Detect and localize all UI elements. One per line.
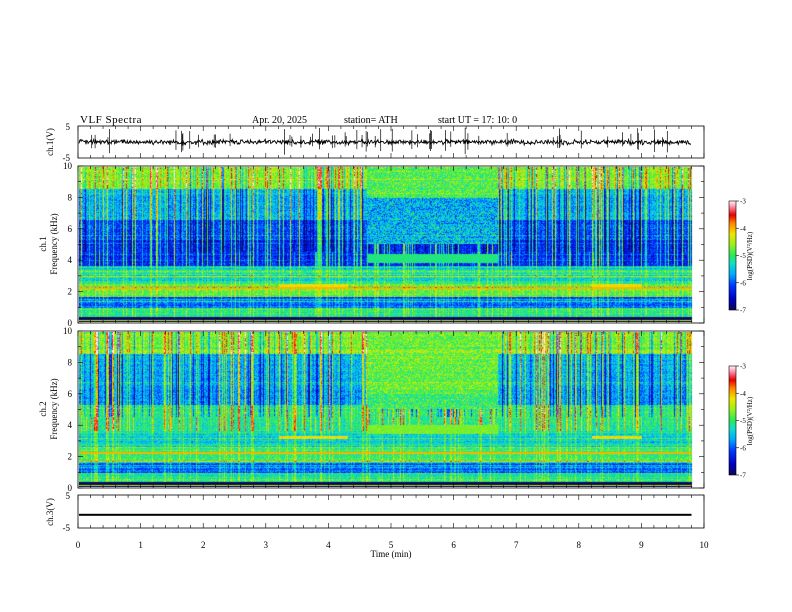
time-axis-label: Time (min) (371, 549, 412, 559)
ch3-waveform-ylabel: ch.3(V) (45, 498, 55, 526)
ch2-colorbar-ticks: -3 -4 -5 -6 -7 (736, 363, 746, 480)
time-tick-label: 4 (326, 540, 331, 550)
ch2-colorbar-label: log(PSD)(V²/Hz) (746, 396, 754, 445)
ch1-colorbar-label: log(PSD)(V²/Hz) (746, 231, 754, 280)
ch1-waveform-line (78, 137, 692, 147)
ch2-colorbar: -3 -4 -5 -6 -7 log(PSD)(V²/Hz) (728, 363, 754, 480)
time-tick-label: 0 (76, 540, 81, 550)
frequency-tick-label: 10 (63, 161, 73, 171)
time-tick-label: 10 (700, 540, 710, 550)
frequency-tick-label: 0 (68, 483, 73, 493)
ch3-ytick-bottom: -5 (63, 523, 71, 533)
colorbar-tick-label: -5 (740, 417, 746, 425)
time-axis-tick-labels: 0 1 2 3 4 5 6 7 8 9 10 (76, 540, 709, 550)
ch2-spectrogram-yticks: 0 2 4 6 8 10 (63, 326, 704, 493)
frequency-tick-label: 0 (68, 318, 73, 328)
ch1-waveform-spikes (91, 127, 668, 155)
colorbar-tick-label: -6 (740, 279, 746, 287)
ch1-spectrogram-image (79, 167, 693, 322)
ch1-colorbar-gradient (729, 201, 736, 310)
ch3-waveform-panel: 5 -5 ch.3(V) (45, 491, 705, 533)
frequency-tick-label: 2 (68, 287, 73, 297)
ch1-spectrogram-ylabel-frequency: Frequency (kHz) (49, 213, 59, 274)
frequency-tick-label: 4 (68, 255, 73, 265)
header-date: Apr. 20, 2025 (252, 115, 307, 126)
header-station: station= ATH (344, 115, 398, 126)
ch1-ytick-top: 5 (66, 122, 71, 132)
colorbar-tick-label: -5 (740, 252, 746, 260)
frequency-tick-label: 8 (68, 357, 73, 367)
time-tick-label: 1 (138, 540, 143, 550)
frequency-tick-label: 10 (63, 326, 73, 336)
frequency-tick-label: 4 (68, 420, 73, 430)
colorbar-tick-label: -3 (740, 363, 746, 371)
ch1-colorbar-ticks: -3 -4 -5 -6 -7 (736, 198, 746, 315)
ch1-colorbar: -3 -4 -5 -6 -7 log(PSD)(V²/Hz) (728, 198, 754, 315)
figure-title: VLF Spectra (80, 114, 142, 126)
ch2-spectrogram-panel: 0 2 4 6 8 10 ch.2 Frequency (kHz) (38, 326, 705, 493)
ch3-waveform-line (79, 513, 692, 516)
colorbar-tick-label: -3 (740, 198, 746, 206)
colorbar-tick-label: -7 (740, 472, 746, 480)
frequency-tick-label: 6 (68, 389, 73, 399)
ch2-spectrogram-ylabel-frequency: Frequency (kHz) (49, 378, 59, 439)
time-tick-label: 8 (577, 540, 582, 550)
ch2-spectrogram-image (79, 332, 693, 487)
ch1-spectrogram-ylabel-channel: ch.1 (38, 236, 48, 251)
time-tick-label: 3 (264, 540, 269, 550)
ch3-waveform-frame (77, 494, 705, 529)
ch3-ytick-top: 5 (66, 491, 71, 501)
colorbar-tick-label: -7 (740, 307, 746, 315)
time-tick-label: 5 (389, 540, 394, 550)
ch2-spectrogram-ylabel-channel: ch.2 (38, 401, 48, 416)
time-tick-label: 7 (514, 540, 519, 550)
time-tick-label: 9 (639, 540, 644, 550)
colorbar-tick-label: -6 (740, 444, 746, 452)
time-tick-label: 6 (451, 540, 456, 550)
frequency-tick-label: 6 (68, 224, 73, 234)
time-axis-ticks (77, 126, 705, 528)
time-tick-label: 2 (201, 540, 206, 550)
ch1-spectrogram-panel: 0 2 4 6 8 10 ch.1 Frequency (kHz) (38, 161, 705, 328)
colorbar-tick-label: -4 (740, 225, 746, 233)
header-start-time: start UT = 17: 10: 0 (438, 115, 517, 126)
ch1-waveform-panel: 5 -5 ch.1(V) (45, 122, 705, 163)
colorbar-tick-label: -4 (740, 390, 746, 398)
ch1-waveform-ylabel: ch.1(V) (45, 128, 55, 156)
ch1-spectrogram-yticks: 0 2 4 6 8 10 (63, 161, 704, 328)
frequency-tick-label: 8 (68, 192, 73, 202)
ch2-colorbar-gradient (729, 366, 736, 475)
frequency-tick-label: 2 (68, 452, 73, 462)
ch1-ytick-bottom: -5 (63, 153, 71, 163)
